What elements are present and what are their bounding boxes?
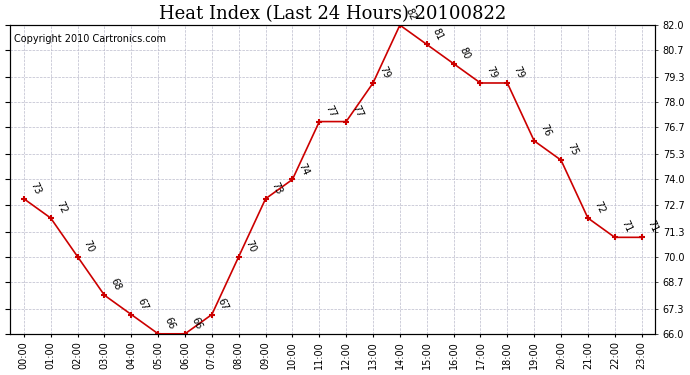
Text: 71: 71	[619, 219, 633, 234]
Text: 70: 70	[243, 238, 257, 254]
Text: 68: 68	[108, 277, 123, 292]
Text: 72: 72	[592, 200, 607, 215]
Title: Heat Index (Last 24 Hours) 20100822: Heat Index (Last 24 Hours) 20100822	[159, 6, 506, 24]
Text: 75: 75	[565, 142, 580, 158]
Text: 79: 79	[484, 65, 499, 80]
Text: 80: 80	[457, 46, 472, 61]
Text: 79: 79	[377, 65, 391, 80]
Text: 77: 77	[351, 103, 365, 119]
Text: 73: 73	[28, 180, 42, 196]
Text: 73: 73	[270, 180, 284, 196]
Text: 66: 66	[189, 316, 204, 331]
Text: 77: 77	[324, 103, 338, 119]
Text: 76: 76	[538, 123, 553, 138]
Text: 66: 66	[162, 316, 177, 331]
Text: 67: 67	[216, 296, 230, 312]
Text: 70: 70	[81, 238, 96, 254]
Text: 74: 74	[297, 161, 311, 177]
Text: 81: 81	[431, 26, 445, 42]
Text: 72: 72	[55, 200, 69, 215]
Text: 71: 71	[646, 219, 660, 234]
Text: Copyright 2010 Cartronics.com: Copyright 2010 Cartronics.com	[14, 34, 166, 44]
Text: 82: 82	[404, 7, 418, 22]
Text: 79: 79	[511, 65, 526, 80]
Text: 67: 67	[135, 296, 150, 312]
